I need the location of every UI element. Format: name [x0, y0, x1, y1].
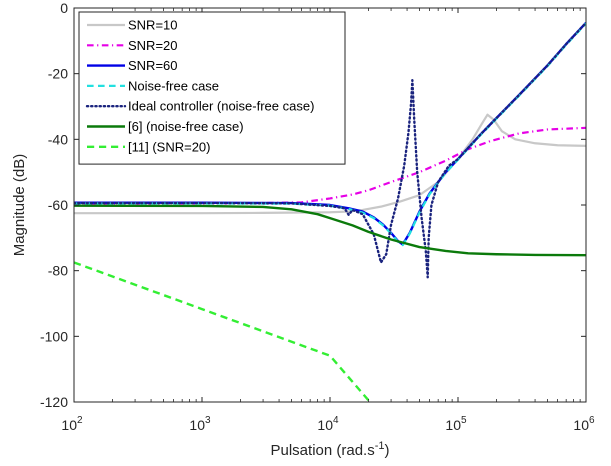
y-tick-label: -80 [48, 263, 68, 279]
y-axis-label: Magnitude (dB) [11, 154, 28, 257]
x-axis-label-suffix: ) [385, 442, 390, 459]
series-layer [74, 21, 586, 402]
x-axis-label: Pulsation (rad.s-1) [271, 440, 390, 459]
x-tick-label: 103 [189, 415, 211, 433]
y-tick-label: -120 [40, 394, 68, 410]
x-tick-label: 104 [317, 415, 339, 433]
x-tick-label: 105 [445, 415, 467, 433]
legend-entry-noise-free-case: Noise-free case [128, 78, 219, 93]
series-line-snr-20 [74, 126, 586, 205]
x-tick-label: 102 [61, 415, 83, 433]
y-tick-label: -100 [40, 328, 68, 344]
legend-entry-snr-20: SNR=20 [128, 38, 178, 53]
y-tick-label: -60 [48, 197, 68, 213]
legend-entry-6-noise-free-case: [6] (noise-free case) [128, 119, 244, 134]
legend-entry-snr-10: SNR=10 [128, 18, 178, 33]
x-axis-label-superscript: -1 [375, 440, 385, 452]
series-line-6-noise-free-case [74, 204, 586, 257]
series-line-ideal-controller-noise-free-case [74, 21, 586, 279]
legend-box [78, 11, 346, 165]
legend-entry-snr-60: SNR=60 [128, 58, 178, 73]
legend-entry-11-snr-20: [11] (SNR=20) [128, 139, 211, 154]
y-tick-label: 0 [60, 0, 68, 16]
ticks-layer: 102 103 104 105 106 0 -20 -40 -60 -80 -100 -120 [40, 0, 595, 433]
legend-entry-ideal-controller-noise-free-case: Ideal controller (noise-free case) [128, 99, 314, 114]
legend: SNR=10 SNR=20 SNR=60 Noise-free case Ideal c… [78, 11, 346, 165]
y-tick-label: -40 [48, 131, 68, 147]
x-axis-label-text: Pulsation (rad.s [271, 442, 375, 459]
x-tick-label: 106 [573, 415, 595, 433]
y-tick-label: -20 [48, 66, 68, 82]
series-line-11-snr-20 [74, 261, 370, 402]
